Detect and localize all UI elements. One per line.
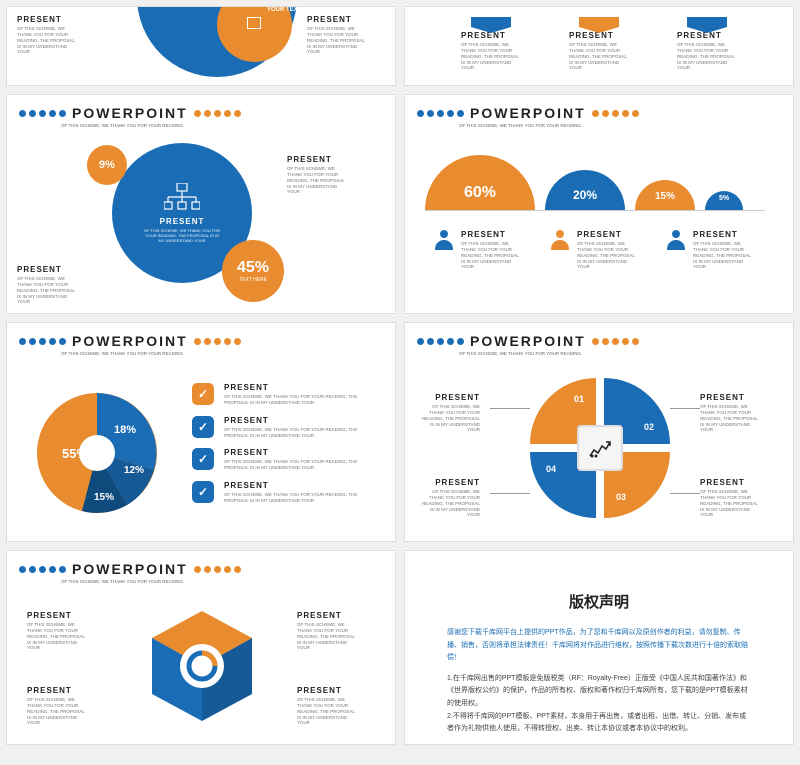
slide-title: POWERPOINT [470, 105, 586, 121]
semi-1: 60% [425, 155, 535, 210]
present-label: PRESENT [307, 15, 367, 24]
slide-copyright: 版权声明 感谢您下载千库网平台上提供的PPT作品，为了您和千库网以及原创作者的利… [404, 550, 794, 745]
slide-1: YOUR TEXT HERE PRESENT OF THIS SCHEME, W… [6, 6, 396, 86]
svg-text:18%: 18% [114, 424, 136, 436]
copyright-p2: 1.在千库网出售的PPT模板是免版税类（RF：Royalty-Free）正版受《… [447, 673, 751, 711]
present-desc: OF THIS SCHEME, WE THANK YOU FOR YOUR RE… [307, 26, 367, 55]
slide-7: POWERPOINT OF THIS SCHEME, WE THANK YOU … [6, 550, 396, 745]
present-desc: OF THIS SCHEME, WE THANK YOU FOR YOUR RE… [461, 241, 521, 270]
slide-2: PRESENT OF THIS SCHEME, WE THANK YOU FOR… [404, 6, 794, 86]
check-list: ✓ PRESENTOF THIS SCHEME, WE THANK YOU FO… [192, 383, 364, 504]
slide1-label: YOUR TEXT HERE [267, 7, 320, 14]
slide-title: POWERPOINT [470, 333, 586, 349]
slide-header: POWERPOINT [417, 333, 781, 349]
person-icon [551, 230, 569, 250]
svg-text:12%: 12% [124, 465, 144, 476]
slide-header: POWERPOINT [19, 333, 383, 349]
present-desc: OF THIS SCHEME, WE THANK YOU FOR YOUR RE… [17, 276, 77, 305]
present-label: PRESENT [577, 230, 637, 239]
present-desc: OF THIS SCHEME, WE THANK YOU FOR YOUR RE… [577, 241, 637, 270]
slide-title: POWERPOINT [72, 105, 188, 121]
semi-3: 15% [635, 180, 695, 210]
present-desc: OF THIS SCHEME, WE THANK YOU FOR YOUR RE… [17, 26, 77, 55]
present-desc: OF THIS SCHEME, WE THANK YOU FOR YOUR RE… [287, 166, 347, 195]
slide-5: POWERPOINT OF THIS SCHEME, WE THANK YOU … [6, 322, 396, 542]
quad-circle: 01 02 03 04 [530, 378, 670, 518]
semi-4: 5% [705, 191, 743, 210]
header-sub: OF THIS SCHEME, WE THANK YOU FOR YOUR RE… [459, 123, 781, 129]
header-sub: OF THIS SCHEME, WE THANK YOU FOR YOUR RE… [61, 579, 383, 585]
present-label: PRESENT [461, 230, 521, 239]
slide-header: POWERPOINT [19, 561, 383, 577]
semicircle-row: 60% 20% 15% 5% [425, 155, 765, 211]
small-circle-2: 45% TEXT HERE [222, 240, 284, 302]
svg-text:55%: 55% [62, 446, 88, 461]
header-sub: OF THIS SCHEME, WE THANK YOU FOR YOUR RE… [459, 351, 781, 357]
header-sub: OF THIS SCHEME, WE THANK YOU FOR YOUR RE… [61, 123, 383, 129]
present-desc: OF THIS SCHEME, WE THANK YOU FOR YOUR RE… [569, 42, 629, 71]
semi-2: 20% [545, 170, 625, 210]
copyright-p3: 2.不得将千库网的PPT模板、PPT素材，本身用于再出售，或者出租、出借、转让、… [447, 711, 751, 736]
slide-title: POWERPOINT [72, 333, 188, 349]
svg-text:15%: 15% [94, 492, 114, 503]
slide-4: POWERPOINT OF THIS SCHEME, WE THANK YOU … [404, 94, 794, 314]
header-sub: OF THIS SCHEME, WE THANK YOU FOR YOUR RE… [61, 351, 383, 357]
slide-header: POWERPOINT [417, 105, 781, 121]
slide-3: POWERPOINT OF THIS SCHEME, WE THANK YOU … [6, 94, 396, 314]
present-desc: OF THIS SCHEME, WE THANK YOU FOR YOUR RE… [677, 42, 737, 71]
present-label: PRESENT [287, 155, 347, 164]
copyright-title: 版权声明 [417, 591, 781, 612]
present-desc: OF THIS SCHEME, WE THANK YOU FOR YOUR RE… [461, 42, 521, 71]
person-icon [667, 230, 685, 250]
check-icon: ✓ [192, 416, 214, 438]
slide-6: POWERPOINT OF THIS SCHEME, WE THANK YOU … [404, 322, 794, 542]
check-icon: ✓ [192, 383, 214, 405]
hexagon [147, 606, 257, 731]
present-label: PRESENT [693, 230, 753, 239]
person-icon [435, 230, 453, 250]
org-icon [164, 183, 200, 211]
check-icon: ✓ [192, 481, 214, 503]
present-desc: OF THIS SCHEME, WE THANK YOU FOR YOUR RE… [693, 241, 753, 270]
center-icon [577, 425, 623, 471]
slide-grid: YOUR TEXT HERE PRESENT OF THIS SCHEME, W… [6, 6, 794, 745]
pie-chart: 55% 18% 12% 15% [32, 388, 162, 523]
present-label: PRESENT [17, 15, 77, 24]
copyright-p1: 感谢您下载千库网平台上提供的PPT作品，为了您和千库网以及原创作者的利益，请勿复… [447, 627, 751, 665]
check-icon: ✓ [192, 448, 214, 470]
slide-header: POWERPOINT [19, 105, 383, 121]
small-circle-1: 9% [87, 145, 127, 185]
present-label: PRESENT [17, 265, 77, 274]
slide-title: POWERPOINT [72, 561, 188, 577]
